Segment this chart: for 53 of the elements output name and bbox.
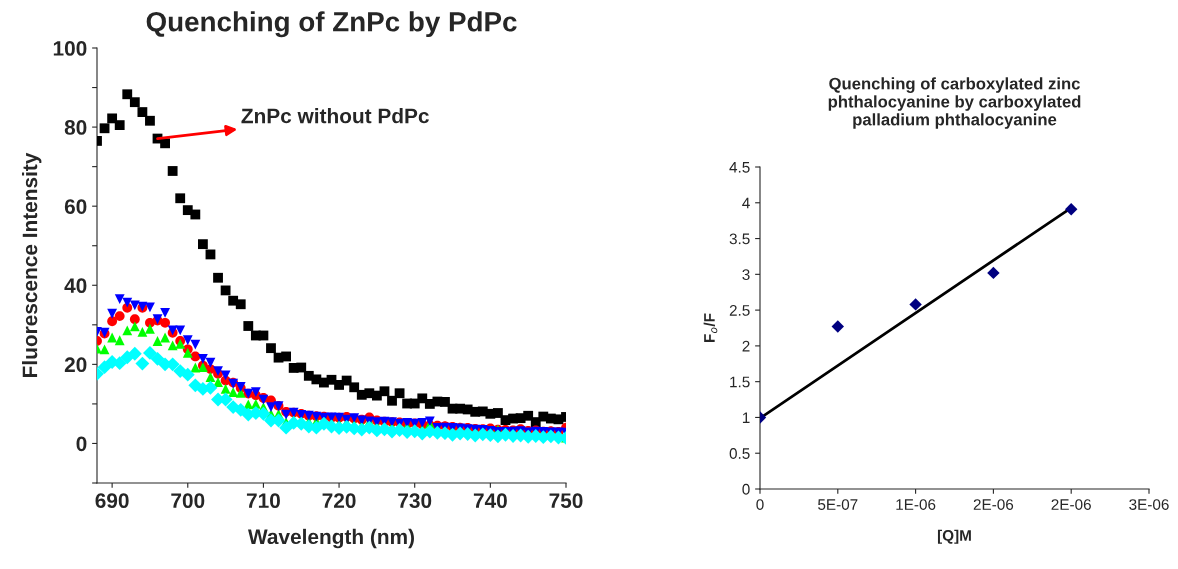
y-tick-label: 3.5 [729, 233, 750, 245]
x-tick-label: 5E-07 [818, 499, 858, 510]
y-tick-label: 80 [64, 120, 87, 135]
y-tick-label: 0 [742, 483, 750, 495]
x-tick-label: 720 [322, 493, 356, 509]
y-tick-label: 2.5 [729, 304, 750, 316]
y-tick-label: 1.5 [730, 376, 750, 388]
y-tick-label: 40 [64, 278, 87, 294]
point [107, 332, 118, 343]
y-tick-label: 2 [742, 340, 750, 352]
x-tick-label: 2E-06 [973, 499, 1014, 510]
point [909, 298, 922, 311]
point [213, 377, 223, 388]
point [145, 323, 155, 334]
y-tick-label: 100 [53, 41, 87, 56]
point [205, 372, 216, 382]
point [160, 332, 170, 343]
point [831, 320, 845, 333]
x-tick-label: 2E-06 [1051, 499, 1091, 510]
point [122, 325, 133, 336]
point [1064, 203, 1078, 216]
y-tick-label: 0 [76, 436, 87, 452]
y-tick-label: 4.5 [729, 162, 750, 173]
y-tick-label: 1 [742, 412, 750, 423]
x-tick-label: 750 [549, 493, 583, 509]
point [987, 266, 1000, 280]
y-axis-title: F$_{o}$/F [703, 313, 718, 343]
x-tick-label: 730 [398, 493, 432, 509]
x-axis-title: Wavelength (nm) [248, 528, 414, 549]
chart-title: Quenching of carboxylated zinc phthalocyanine by carboxylated palladium phthalocyanine [828, 77, 1081, 129]
x-tick-label: 3E-06 [1129, 499, 1169, 510]
x-tick-label: 1E-06 [896, 499, 936, 510]
x-tick-label: 0 [756, 499, 764, 510]
point [114, 335, 125, 346]
x-tick-label: 740 [473, 493, 507, 509]
y-tick-label: 60 [64, 199, 87, 214]
point [167, 340, 178, 351]
x-tick-label: 700 [171, 493, 205, 509]
x-axis-title: [Q]M [937, 529, 971, 544]
y-tick-label: 20 [64, 357, 87, 373]
x-tick-label: 690 [95, 493, 129, 509]
y-tick-label: 3 [742, 269, 750, 281]
y-tick-label: 0.5 [729, 448, 750, 459]
chart-title: Quenching of ZnPc by PdPc [146, 11, 517, 38]
x-tick-label: 710 [246, 493, 280, 509]
point [137, 327, 148, 337]
point [152, 336, 163, 346]
y-axis-title: Fluorescence Intensity [21, 152, 42, 377]
point [129, 321, 140, 332]
point [99, 344, 110, 355]
y-tick-label: 4 [742, 197, 750, 209]
annotation: ZnPc without PdPc [241, 108, 429, 124]
point [220, 383, 231, 394]
